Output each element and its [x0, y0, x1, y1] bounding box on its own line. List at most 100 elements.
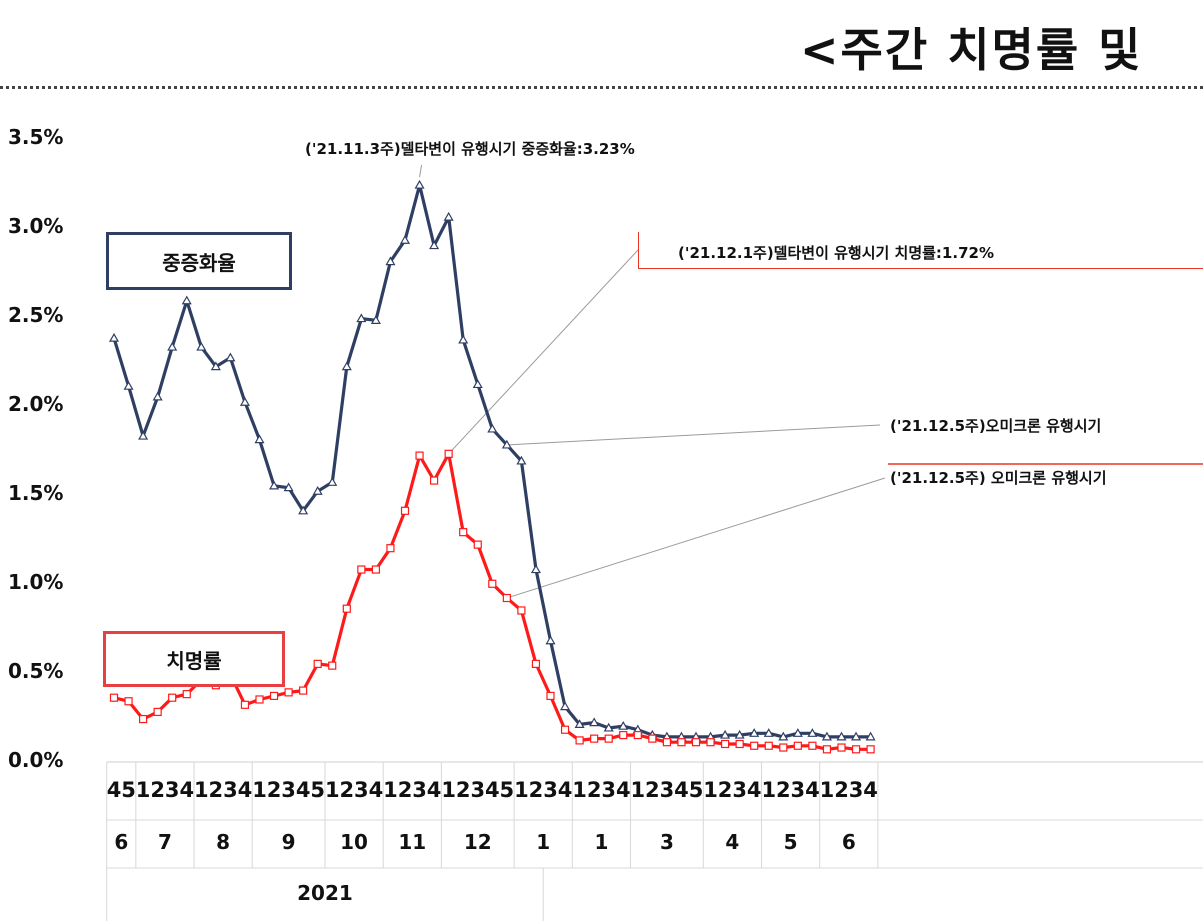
- data-point-severe: [443, 211, 454, 221]
- data-point-severe: [501, 439, 512, 449]
- data-point-severe: [152, 391, 163, 401]
- data-point-fatality: [837, 743, 846, 752]
- series-line-fatality: [113, 452, 871, 751]
- data-point-severe: [821, 731, 832, 741]
- week-label: 1: [761, 778, 776, 802]
- week-label: 2: [529, 778, 544, 802]
- leader-line: [448, 249, 639, 455]
- data-point-fatality: [473, 540, 482, 549]
- data-point-severe: [414, 179, 425, 189]
- week-label: 1: [630, 778, 645, 802]
- data-point-severe: [327, 477, 338, 486]
- data-point-fatality: [560, 725, 570, 734]
- leader-line: [506, 424, 881, 446]
- y-tick-label: 3.5%: [8, 125, 63, 149]
- data-point-fatality: [735, 739, 744, 749]
- week-label: 3: [543, 778, 558, 802]
- data-point-fatality: [168, 693, 177, 702]
- week-label: 4: [805, 778, 820, 802]
- data-point-fatality: [357, 565, 366, 574]
- week-label: 4: [296, 778, 311, 802]
- week-label: 3: [601, 778, 616, 802]
- week-label: 1: [383, 778, 398, 802]
- data-point-severe: [749, 728, 760, 737]
- data-point-severe: [603, 722, 614, 732]
- week-label: 3: [470, 778, 485, 802]
- data-point-severe: [254, 434, 265, 444]
- data-point-severe: [298, 505, 309, 515]
- data-point-severe: [429, 240, 440, 250]
- annotation-delta-severe: ('21.11.3주)델타변이 유행시기 중증화율:3.23%: [305, 140, 635, 158]
- data-point-fatality: [109, 693, 119, 702]
- data-point-fatality: [764, 741, 773, 750]
- data-point-fatality: [851, 745, 861, 754]
- data-point-fatality: [459, 528, 468, 537]
- annotation-omicron-severe: ('21.12.5주)오미크론 유행시기: [890, 417, 1102, 435]
- week-label: 1: [703, 778, 718, 802]
- month-label: 11: [398, 830, 426, 854]
- data-point-fatality: [662, 738, 672, 747]
- week-label: 4: [674, 778, 689, 802]
- data-point-severe: [399, 235, 411, 244]
- week-label: 3: [732, 778, 747, 802]
- data-point-severe: [167, 341, 178, 351]
- data-point-fatality: [648, 734, 657, 743]
- week-label: 1: [514, 778, 529, 802]
- data-point-fatality: [691, 738, 701, 747]
- data-point-severe: [720, 729, 731, 739]
- data-point-severe: [385, 256, 396, 266]
- data-point-fatality: [240, 700, 250, 709]
- week-label: 2: [339, 778, 354, 802]
- week-label: 2: [834, 778, 849, 802]
- data-point-fatality: [517, 606, 526, 615]
- data-point-fatality: [822, 745, 832, 754]
- week-label: 4: [747, 778, 762, 802]
- data-point-fatality: [619, 730, 628, 740]
- month-label: 3: [660, 830, 674, 854]
- week-label: 4: [107, 778, 122, 802]
- data-point-fatality: [706, 738, 715, 747]
- month-label: 1: [594, 830, 608, 854]
- data-point-severe: [807, 728, 818, 737]
- month-label: 6: [114, 830, 128, 854]
- month-label: 9: [282, 830, 296, 854]
- week-label: 2: [267, 778, 282, 802]
- leader-line: [506, 477, 886, 599]
- legend-severe: 중증화율: [106, 232, 292, 290]
- month-label: 7: [158, 830, 172, 854]
- week-label: 2: [209, 778, 224, 802]
- data-point-fatality: [444, 449, 453, 458]
- data-point-fatality: [546, 691, 555, 701]
- y-tick-label: 2.5%: [8, 303, 63, 327]
- data-point-fatality: [750, 741, 759, 750]
- week-label: 3: [165, 778, 180, 802]
- week-label: 5: [689, 778, 704, 802]
- week-label: 1: [441, 778, 456, 802]
- week-label: 3: [354, 778, 369, 802]
- week-label: 2: [150, 778, 165, 802]
- week-label: 4: [863, 778, 878, 802]
- data-point-fatality: [124, 697, 133, 706]
- data-point-fatality: [269, 691, 279, 701]
- month-label: 8: [216, 830, 230, 854]
- data-point-severe: [239, 397, 250, 406]
- data-point-severe: [181, 295, 192, 305]
- week-label: 3: [412, 778, 427, 802]
- annotation-omicron-fatality: ('21.12.5주) 오미크론 유행시기: [890, 469, 1107, 487]
- data-point-severe: [370, 315, 381, 324]
- week-label: 4: [427, 778, 442, 802]
- data-point-fatality: [575, 736, 584, 745]
- data-point-fatality: [502, 593, 511, 603]
- week-label: 4: [179, 778, 194, 802]
- data-point-severe: [341, 361, 352, 371]
- week-label: 4: [558, 778, 573, 802]
- data-point-fatality: [866, 745, 875, 754]
- data-point-severe: [196, 341, 207, 351]
- data-point-fatality: [808, 741, 817, 750]
- data-point-severe: [574, 719, 585, 729]
- data-point-fatality: [793, 741, 802, 750]
- data-point-severe: [851, 731, 862, 741]
- week-label: 1: [252, 778, 267, 802]
- data-point-fatality: [386, 544, 395, 553]
